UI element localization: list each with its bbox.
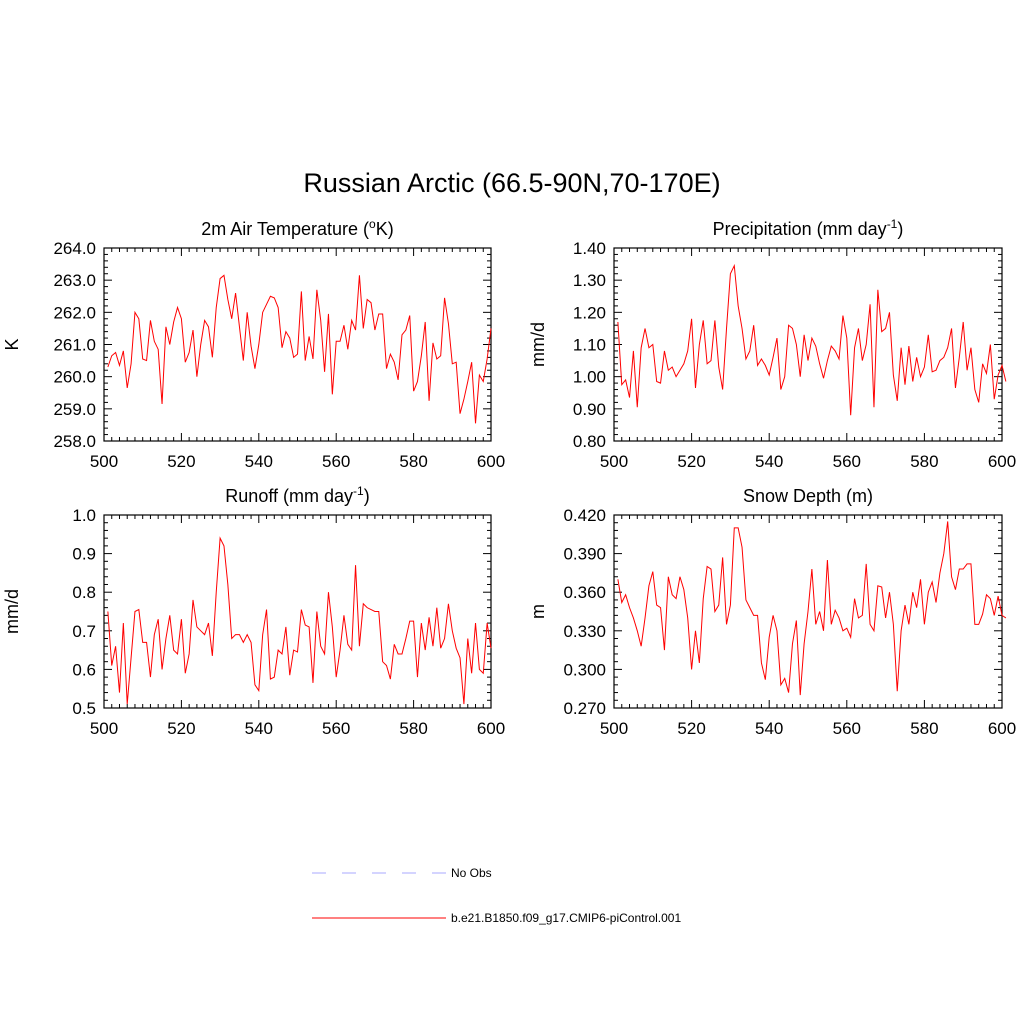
y-tick-label: 261.0	[53, 336, 96, 355]
y-tick-label: 1.40	[573, 239, 606, 258]
series-line	[617, 521, 1007, 696]
y-tick-label: 0.330	[563, 622, 606, 641]
x-tick-label: 500	[600, 452, 628, 471]
panel-title: Snow Depth (m)	[743, 486, 873, 506]
legend-label: b.e21.B1850.f09_g17.CMIP6-piControl.001	[451, 911, 681, 925]
y-tick-label: 0.390	[563, 545, 606, 564]
y-axis-label: K	[2, 338, 22, 350]
y-tick-label: 264.0	[53, 239, 96, 258]
panel-3: Runoff (mm day-1) 500 520 540 560 580 600 0.5 0.…	[2, 484, 505, 738]
y-axis-label: mm/d	[528, 322, 548, 367]
y-tick-label: 0.300	[563, 660, 606, 679]
panel-title: 2m Air Temperature (oK)	[201, 217, 393, 239]
y-tick-label: 1.10	[573, 336, 606, 355]
x-tick-label: 520	[677, 719, 705, 738]
y-tick-label: 1.00	[573, 368, 606, 387]
legend: No Obs b.e21.B1850.f09_g17.CMIP6-piContro…	[312, 866, 681, 925]
x-tick-label: 500	[600, 719, 628, 738]
x-tick-label: 500	[90, 719, 118, 738]
x-tick-label: 600	[477, 719, 505, 738]
x-tick-label: 500	[90, 452, 118, 471]
y-tick-label: 0.7	[72, 622, 96, 641]
y-tick-label: 1.30	[573, 271, 606, 290]
x-tick-label: 580	[910, 719, 938, 738]
plot-frame	[103, 514, 492, 709]
x-tick-label: 600	[988, 719, 1016, 738]
x-tick-label: 560	[322, 452, 350, 471]
series-line	[107, 536, 492, 705]
tick-marks	[103, 514, 492, 709]
panel-title: Runoff (mm day-1)	[225, 484, 369, 506]
x-tick-label: 540	[245, 452, 273, 471]
y-tick-label: 0.6	[72, 660, 96, 679]
y-tick-label: 0.80	[573, 432, 606, 451]
x-tick-label: 580	[399, 719, 427, 738]
y-tick-label: 0.270	[563, 699, 606, 718]
legend-label: No Obs	[451, 866, 492, 880]
y-tick-label: 0.5	[72, 699, 96, 718]
y-tick-label: 262.0	[53, 303, 96, 322]
y-tick-label: 1.0	[72, 506, 96, 525]
x-tick-label: 560	[322, 719, 350, 738]
plot-frame	[613, 247, 1003, 442]
x-tick-label: 540	[245, 719, 273, 738]
y-tick-label: 263.0	[53, 271, 96, 290]
x-tick-label: 600	[988, 452, 1016, 471]
y-tick-label: 0.8	[72, 583, 96, 602]
panel-title: Precipitation (mm day-1)	[713, 217, 904, 239]
y-axis-label: m	[528, 604, 548, 619]
series-line	[617, 263, 1007, 416]
y-tick-label: 0.90	[573, 400, 606, 419]
x-tick-label: 560	[833, 719, 861, 738]
panel-1: 2m Air Temperature (oK) 500 520 540 560 580 60…	[2, 217, 505, 471]
x-tick-label: 600	[477, 452, 505, 471]
y-tick-label: 0.420	[563, 506, 606, 525]
x-tick-label: 540	[755, 719, 783, 738]
y-tick-label: 260.0	[53, 368, 96, 387]
x-tick-label: 580	[399, 452, 427, 471]
y-tick-label: 0.360	[563, 583, 606, 602]
y-axis-label: mm/d	[2, 589, 22, 634]
y-tick-label: 258.0	[53, 432, 96, 451]
x-tick-label: 560	[833, 452, 861, 471]
x-tick-label: 520	[167, 719, 195, 738]
x-tick-label: 520	[167, 452, 195, 471]
tick-marks	[103, 247, 492, 442]
panel-2: Precipitation (mm day-1) 500 520 540 560 580 6…	[528, 217, 1016, 471]
y-tick-label: 1.20	[573, 303, 606, 322]
y-tick-label: 259.0	[53, 400, 96, 419]
x-tick-label: 520	[677, 452, 705, 471]
y-tick-label: 0.9	[72, 545, 96, 564]
panel-4: Snow Depth (m) 500 520 540 560 580 600 0.270 0.3…	[528, 486, 1016, 738]
panels: 2m Air Temperature (oK) 500 520 540 560 580 60…	[2, 217, 1016, 738]
legend-entry: No Obs	[312, 866, 492, 880]
x-tick-label: 540	[755, 452, 783, 471]
tick-marks	[613, 514, 1003, 709]
series-line	[107, 274, 492, 424]
x-tick-label: 580	[910, 452, 938, 471]
legend-entry: b.e21.B1850.f09_g17.CMIP6-piControl.001	[312, 911, 681, 925]
figure-title: Russian Arctic (66.5-90N,70-170E)	[303, 168, 720, 198]
tick-marks	[613, 247, 1003, 442]
